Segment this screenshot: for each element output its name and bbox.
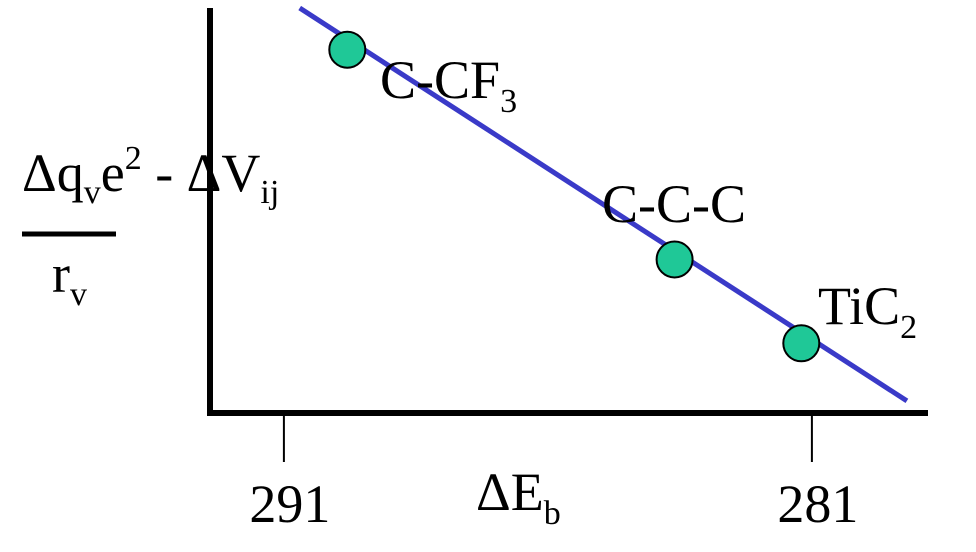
point-label-tic2: TiC2: [818, 276, 917, 346]
x-tick-label-281: 281: [777, 474, 858, 534]
data-point-tic2: [782, 324, 821, 363]
x-tick-label-291: 291: [249, 474, 330, 534]
x-axis-label: ΔEb: [476, 462, 561, 532]
y-axis-label-numerator: Δqve2 - ΔVij: [22, 140, 279, 211]
data-point-c-cf3: [328, 30, 367, 69]
y-axis-label-denominator: rv: [52, 244, 87, 313]
point-label-c-cf3: C-CF3: [380, 50, 517, 120]
point-label-c-c-c: C-C-C: [602, 174, 746, 234]
data-point-c-c-c: [655, 240, 694, 279]
